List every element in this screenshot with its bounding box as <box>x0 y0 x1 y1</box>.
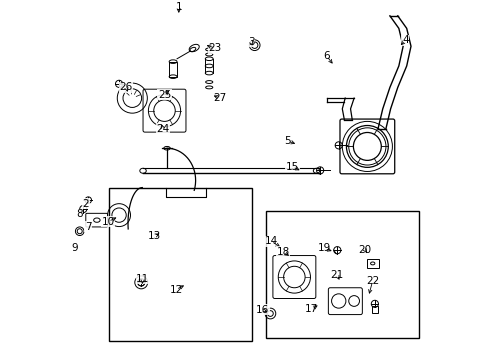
Bar <box>169 62 177 77</box>
Text: 22: 22 <box>366 276 379 285</box>
Text: 25: 25 <box>158 90 171 100</box>
Text: 13: 13 <box>148 231 162 241</box>
Text: 7: 7 <box>85 222 92 232</box>
Text: 3: 3 <box>248 37 254 47</box>
Text: 6: 6 <box>323 51 330 61</box>
Text: 1: 1 <box>175 2 182 12</box>
Bar <box>372 306 378 313</box>
Text: 21: 21 <box>330 270 343 280</box>
Text: 26: 26 <box>120 82 133 93</box>
Text: 11: 11 <box>136 274 149 284</box>
Text: 2: 2 <box>82 199 89 209</box>
Text: 24: 24 <box>156 123 170 134</box>
Bar <box>109 188 252 341</box>
Text: 17: 17 <box>305 304 318 314</box>
Text: 8: 8 <box>76 210 83 219</box>
Text: 19: 19 <box>318 243 331 253</box>
Text: 16: 16 <box>256 305 269 315</box>
Bar <box>267 211 418 338</box>
Text: 23: 23 <box>209 43 222 53</box>
Text: 10: 10 <box>102 217 115 226</box>
Text: 5: 5 <box>285 136 291 146</box>
Text: 4: 4 <box>402 35 409 45</box>
Text: 18: 18 <box>277 247 290 257</box>
Text: 14: 14 <box>265 236 278 246</box>
Text: 27: 27 <box>213 93 226 103</box>
Text: 12: 12 <box>170 284 183 294</box>
Text: 20: 20 <box>359 245 372 255</box>
Text: 9: 9 <box>72 243 78 253</box>
Bar <box>367 259 379 268</box>
Text: 15: 15 <box>286 162 299 172</box>
